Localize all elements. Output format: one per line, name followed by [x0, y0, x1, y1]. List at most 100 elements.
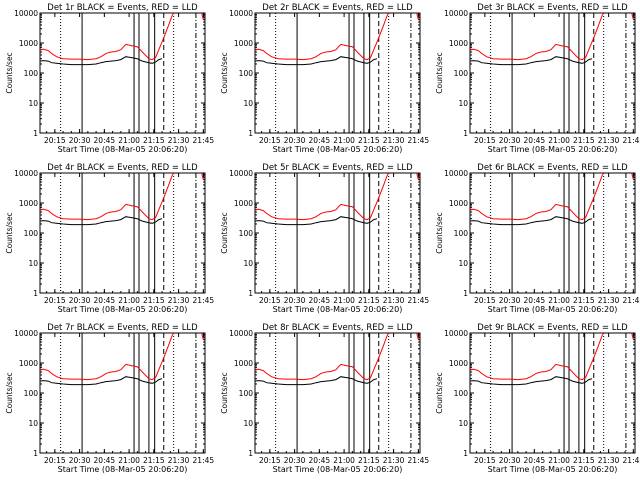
plot-frame [469, 332, 636, 454]
x-tick-label: 20:45 [94, 136, 116, 145]
x-axis-label: Start Time (08-Mar-05 20:06:20) [273, 145, 403, 154]
y-axis-label: Counts/sec [5, 52, 14, 93]
x-tick-label: 20:45 [309, 296, 331, 305]
panel-8: Det 8r BLACK = Events, RED = LLD 1 10 100 10… [220, 323, 429, 474]
x-tick-label: 21:15 [358, 456, 380, 465]
y-tick-label: 1000 [19, 39, 38, 48]
y-tick-label: 1 [463, 129, 468, 138]
panel-6: Det 6r BLACK = Events, RED = LLD 1 10 100 10… [435, 163, 640, 314]
lld-series-red [469, 172, 605, 221]
x-axis-label: Start Time (08-Mar-05 20:06:20) [488, 305, 618, 314]
x-tick-label: 21:15 [358, 136, 380, 145]
lld-series-red-tail [416, 12, 419, 20]
x-tick-label: 20:30 [499, 136, 521, 145]
x-tick-label: 21:00 [548, 456, 570, 465]
y-tick-label: 1 [33, 129, 38, 138]
y-tick-label: 100 [24, 69, 39, 78]
events-series-black [39, 216, 163, 226]
x-tick-label: 21:45 [408, 296, 430, 305]
lld-series-red-tail [201, 12, 204, 20]
y-tick-label: 1 [33, 289, 38, 298]
x-tick-label: 21:45 [623, 456, 640, 465]
y-tick-label: 100 [454, 69, 469, 78]
y-tick-label: 1 [463, 289, 468, 298]
x-tick-label: 21:00 [548, 296, 570, 305]
lld-series-red-tail [631, 332, 634, 340]
x-tick-label: 20:30 [284, 296, 306, 305]
y-axis-label: Counts/sec [220, 52, 229, 93]
y-axis-label: Counts/sec [435, 372, 444, 413]
y-tick-label: 1000 [449, 199, 468, 208]
x-tick-label: 21:45 [623, 136, 640, 145]
events-series-black [254, 56, 378, 66]
y-tick-label: 10000 [444, 9, 468, 18]
x-tick-label: 21:45 [193, 296, 215, 305]
panel-5: Det 5r BLACK = Events, RED = LLD 1 10 100 10… [220, 163, 429, 314]
y-tick-label: 10 [243, 259, 253, 268]
plot-frame [39, 172, 206, 294]
x-tick-label: 21:45 [408, 456, 430, 465]
x-tick-label: 21:00 [333, 456, 355, 465]
events-series-black [469, 216, 593, 226]
x-tick-label: 20:45 [524, 296, 546, 305]
panel-title: Det 3r BLACK = Events, RED = LLD [477, 3, 628, 13]
lld-series-red-tail [631, 12, 634, 20]
x-tick-label: 21:30 [168, 456, 190, 465]
y-tick-label: 1000 [234, 199, 253, 208]
y-tick-label: 1000 [19, 359, 38, 368]
x-tick-label: 21:00 [548, 136, 570, 145]
lld-series-red [39, 12, 175, 61]
panel-4: Det 4r BLACK = Events, RED = LLD 1 10 100 10… [5, 163, 214, 314]
x-axis-label: Start Time (08-Mar-05 20:06:20) [488, 465, 618, 474]
y-tick-label: 10000 [444, 169, 468, 178]
events-series-black [39, 376, 163, 386]
y-tick-label: 100 [454, 389, 469, 398]
plot-frame [469, 12, 636, 134]
lld-series-red [254, 172, 390, 221]
panel-title: Det 6r BLACK = Events, RED = LLD [477, 163, 628, 173]
x-tick-label: 21:45 [408, 136, 430, 145]
y-tick-label: 10 [243, 419, 253, 428]
x-tick-label: 20:30 [69, 136, 91, 145]
y-tick-label: 10 [28, 259, 38, 268]
y-tick-label: 10000 [14, 169, 38, 178]
panel-title: Det 1r BLACK = Events, RED = LLD [47, 3, 198, 13]
y-tick-label: 1000 [449, 359, 468, 368]
x-tick-label: 20:45 [524, 136, 546, 145]
plot-frame [39, 12, 206, 134]
events-series-black [469, 376, 593, 386]
x-tick-label: 21:00 [118, 296, 140, 305]
x-tick-label: 21:15 [573, 456, 595, 465]
x-tick-label: 20:30 [499, 296, 521, 305]
x-tick-label: 21:15 [143, 296, 165, 305]
plot-frame [469, 172, 636, 294]
x-tick-label: 21:15 [143, 456, 165, 465]
y-tick-label: 100 [239, 229, 254, 238]
x-tick-label: 20:15 [44, 456, 66, 465]
y-tick-label: 100 [24, 229, 39, 238]
y-tick-label: 1 [33, 449, 38, 458]
plot-frame [254, 172, 421, 294]
x-tick-label: 21:30 [598, 136, 620, 145]
x-tick-label: 21:00 [333, 136, 355, 145]
panel-title: Det 4r BLACK = Events, RED = LLD [47, 163, 198, 173]
panel-7: Det 7r BLACK = Events, RED = LLD 1 10 100 10… [5, 323, 214, 474]
y-tick-label: 100 [24, 389, 39, 398]
x-tick-label: 21:30 [598, 456, 620, 465]
x-tick-label: 20:15 [44, 136, 66, 145]
lld-series-red [254, 332, 390, 381]
lld-series-red-tail [201, 332, 204, 340]
x-axis-label: Start Time (08-Mar-05 20:06:20) [488, 145, 618, 154]
y-tick-label: 1000 [234, 39, 253, 48]
x-tick-label: 21:30 [383, 136, 405, 145]
events-series-black [39, 56, 163, 66]
y-tick-label: 10000 [229, 329, 253, 338]
y-tick-label: 100 [454, 229, 469, 238]
lld-series-red-tail [201, 172, 204, 180]
panel-1: Det 1r BLACK = Events, RED = LLD 1 10 100 10… [5, 3, 214, 154]
x-tick-label: 21:30 [598, 296, 620, 305]
lld-series-red [39, 172, 175, 221]
y-tick-label: 1000 [234, 359, 253, 368]
y-tick-label: 1000 [19, 199, 38, 208]
x-tick-label: 20:30 [284, 136, 306, 145]
